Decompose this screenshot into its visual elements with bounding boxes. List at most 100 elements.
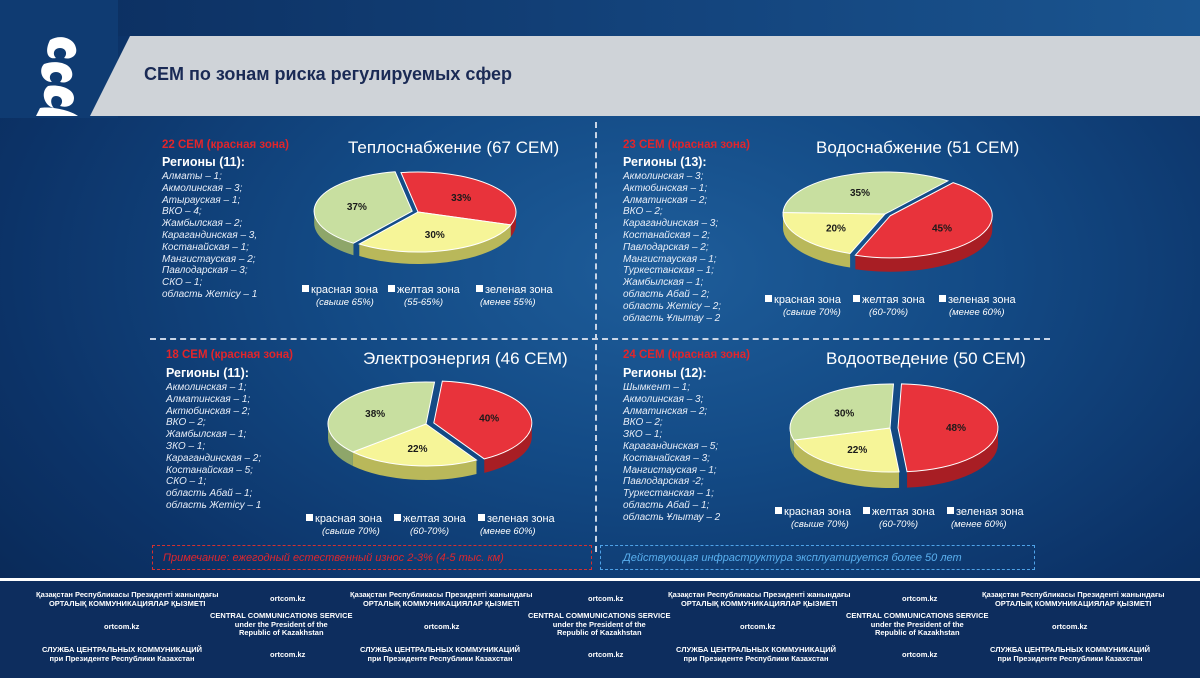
pie-value-label: 48% bbox=[946, 423, 966, 434]
red-zone-count: 23 СЕМ (красная зона) bbox=[623, 139, 751, 151]
legend-item: зеленая зона bbox=[939, 294, 1016, 306]
region-item: область Ұлытау – 2 bbox=[623, 312, 721, 324]
region-item: СКО – 1; bbox=[166, 476, 207, 488]
region-item: Акмолинская – 3; bbox=[623, 171, 704, 182]
pie-value-label: 37% bbox=[347, 202, 367, 213]
title-bar bbox=[90, 36, 1200, 116]
red-zone-count: 24 СЕМ (красная зона) bbox=[623, 349, 751, 361]
legend-item: зеленая зона bbox=[947, 506, 1024, 518]
region-item: область Жетісу – 1 bbox=[166, 499, 262, 511]
footer-site-link[interactable]: ortcom.kz bbox=[588, 594, 624, 603]
legend-item: желтая зона bbox=[863, 506, 935, 518]
legend-item: зеленая зона bbox=[478, 513, 555, 525]
footer-site-link[interactable]: ortcom.kz bbox=[588, 650, 624, 659]
footer-site-link[interactable]: ortcom.kz bbox=[740, 622, 776, 631]
footer-kz-block: Қазақстан Республикасы Президенті жанынд… bbox=[36, 590, 219, 608]
region-item: Туркестанская – 1; bbox=[623, 265, 714, 277]
pie-value-label: 20% bbox=[826, 224, 846, 235]
pie-value-label: 45% bbox=[932, 224, 952, 235]
legend-label: красная зона bbox=[784, 506, 851, 518]
regions-title: Регионы (12): bbox=[623, 366, 707, 380]
legend-label: желтая зона bbox=[397, 284, 460, 296]
footer-kz-block: Қазақстан Республикасы Президенті жанынд… bbox=[668, 590, 851, 608]
footer-site-link[interactable]: ortcom.kz bbox=[902, 594, 938, 603]
region-item: Акмолинская – 1; bbox=[166, 382, 247, 393]
region-item: Акмолинская – 3; bbox=[623, 393, 704, 405]
pie-chart-water-supply: 45% 20% 35% bbox=[782, 171, 993, 272]
pie-slice-yellow bbox=[793, 427, 900, 473]
regions-title: Регионы (13): bbox=[623, 155, 707, 169]
legend-item: красная зона bbox=[302, 284, 378, 296]
red-zone-count: 22 СЕМ (красная зона) bbox=[162, 139, 290, 151]
region-item: Костанайская – 5; bbox=[166, 464, 253, 476]
red-zone-count: 18 СЕМ (красная зона) bbox=[166, 349, 294, 361]
pie-slice-red bbox=[400, 171, 517, 226]
region-item: область Жетісу – 2; bbox=[623, 300, 722, 312]
region-item: область Ұлытау – 2 bbox=[623, 511, 721, 523]
region-item: Павлодарская – 3; bbox=[162, 265, 248, 277]
footer-kz-block: Қазақстан Республикасы Президенті жанынд… bbox=[350, 590, 533, 608]
legend-label: желтая зона bbox=[872, 506, 935, 518]
footer-kz-block: Қазақстан Республикасы Президенті жанынд… bbox=[982, 590, 1165, 608]
footer-site-link[interactable]: ortcom.kz bbox=[902, 650, 938, 659]
footer-site-link[interactable]: ortcom.kz bbox=[104, 622, 140, 631]
pie-slice-yellow bbox=[351, 423, 478, 467]
region-item: ВКО – 2; bbox=[166, 417, 206, 429]
legend-label: желтая зона bbox=[403, 513, 466, 525]
legend-swatch-icon bbox=[478, 514, 485, 521]
legend-range: (свыше 65%) bbox=[316, 297, 374, 308]
legend-range: (свыше 70%) bbox=[322, 526, 380, 537]
pie-slice-green bbox=[313, 171, 413, 244]
pie-slice-green bbox=[327, 381, 436, 453]
pie-value-label: 30% bbox=[425, 230, 445, 241]
legend-label: красная зона bbox=[311, 284, 378, 296]
footer-site-link[interactable]: ortcom.kz bbox=[270, 650, 306, 659]
region-item: Жамбылская – 2; bbox=[162, 218, 243, 230]
legend-range: (менее 60%) bbox=[951, 519, 1007, 530]
legend-swatch-icon bbox=[394, 514, 401, 521]
region-item: Карагандинская – 5; bbox=[623, 440, 719, 452]
regions-list: Алматы – 1; Акмолинская – 3; Атырауская – … bbox=[162, 171, 257, 301]
footer-site-link[interactable]: ortcom.kz bbox=[424, 622, 460, 631]
region-item: область Абай – 1; bbox=[623, 499, 710, 511]
region-item: Жамбылская – 1; bbox=[166, 429, 247, 441]
pie-value-label: 38% bbox=[365, 409, 385, 420]
region-item: Павлодарская – 2; bbox=[623, 241, 709, 253]
pie-slice-side bbox=[484, 422, 532, 473]
footer-site-link[interactable]: ortcom.kz bbox=[1052, 622, 1088, 631]
legend-range: (свыше 70%) bbox=[783, 307, 841, 318]
note-wear: Примечание: ежегодный естественный износ… bbox=[152, 545, 592, 570]
region-item: область Жетісу – 1 bbox=[162, 288, 258, 300]
legend-range: (менее 55%) bbox=[480, 297, 536, 308]
legend-range: (менее 60%) bbox=[480, 526, 536, 537]
legend-item: красная зона bbox=[306, 513, 382, 525]
region-item: ВКО – 4; bbox=[162, 206, 202, 218]
regions-list: Шымкент – 1; Акмолинская – 3; Алматинская … bbox=[623, 382, 720, 524]
footer-ru-block: СЛУЖБА ЦЕНТРАЛЬНЫХ КОММУНИКАЦИЙ при Прези… bbox=[360, 645, 521, 663]
legend-label: желтая зона bbox=[862, 294, 925, 306]
footer-site-link[interactable]: ortcom.kz bbox=[270, 594, 306, 603]
pie-slice-green bbox=[782, 171, 950, 215]
legend-label: зеленая зона bbox=[956, 506, 1024, 518]
footer-en-block: CENTRAL COMMUNICATIONS SERVICE under the … bbox=[210, 611, 353, 638]
region-item: ВКО – 2; bbox=[623, 417, 663, 429]
legend-swatch-icon bbox=[939, 295, 946, 302]
region-item: область Абай – 1; bbox=[166, 488, 253, 500]
legend-swatch-icon bbox=[853, 295, 860, 302]
pie-slice-yellow bbox=[782, 212, 887, 255]
logo-band bbox=[0, 0, 118, 118]
region-item: Костанайская – 2; bbox=[623, 229, 710, 241]
pie-slice-side bbox=[314, 211, 354, 256]
region-item: Мангистауская – 1; bbox=[623, 253, 717, 265]
region-item: Карагандинская – 3, bbox=[162, 229, 258, 241]
chart-title: Водоотведение (50 СЕМ) bbox=[826, 349, 1026, 368]
legend-swatch-icon bbox=[476, 285, 483, 292]
pie-slice-yellow bbox=[358, 211, 512, 253]
region-item: Алматинская – 2; bbox=[623, 194, 708, 206]
pie-value-label: 30% bbox=[834, 408, 854, 419]
legend-swatch-icon bbox=[765, 295, 772, 302]
legend-item: желтая зона bbox=[388, 284, 460, 296]
region-item: Актюбинская – 2; bbox=[166, 405, 251, 417]
region-item: ЗКО – 1; bbox=[166, 440, 206, 452]
region-item: ВКО – 2; bbox=[623, 206, 663, 218]
